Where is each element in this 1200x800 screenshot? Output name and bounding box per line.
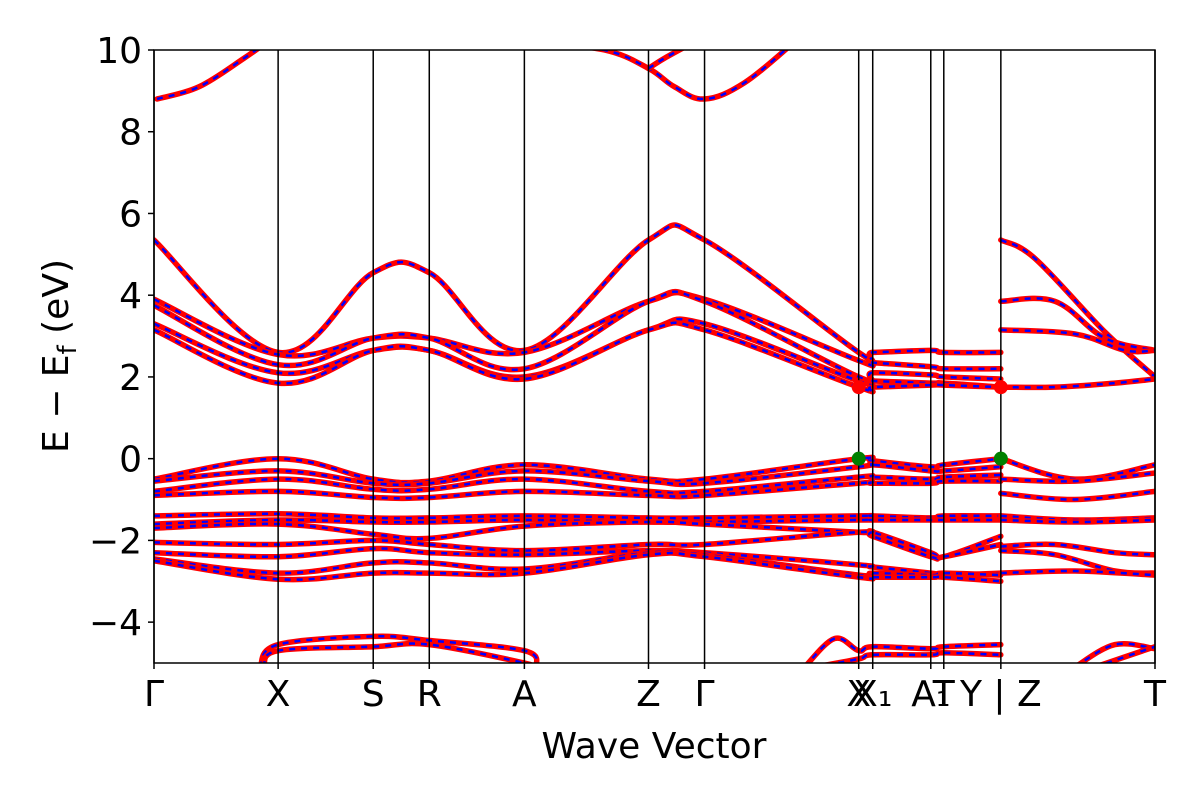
band-line-dashed-17	[597, 50, 788, 101]
band-line-dashed-25	[1000, 328, 1155, 353]
y-axis-ticks: −4 −2 0 2 4 6 8 10	[89, 31, 154, 644]
band-line-dashed-7	[154, 473, 1001, 495]
x-tick-label-12: T	[1143, 674, 1167, 715]
x-tick-label-3: R	[417, 674, 442, 715]
x-tick-label-4: A	[512, 674, 537, 715]
x-tick-label-6: Γ	[695, 674, 715, 715]
band-line-dashed-34	[1000, 569, 1155, 577]
band-line-36	[1098, 643, 1155, 663]
band-line-dashed-22	[830, 651, 1001, 663]
band-line-16	[154, 50, 261, 102]
cbm-marker-1	[993, 380, 1008, 395]
band-line-4	[154, 319, 1004, 395]
y-tick-label-4: 4	[119, 276, 142, 317]
band-line-dashed-12	[154, 530, 1002, 561]
x-tick-label-0: Γ	[144, 674, 164, 715]
cbm-marker-0	[851, 380, 866, 395]
plot-frame	[153, 49, 1156, 664]
x-tick-label-10: T	[932, 674, 956, 715]
y-tick-label-3: 2	[119, 358, 142, 399]
y-tick-label-6: 8	[119, 113, 142, 154]
band-line-dashed-23	[1000, 238, 1155, 378]
band-line-dashed-28	[1000, 471, 1155, 483]
y-tick-label-7: 10	[96, 31, 142, 72]
y-tick-label-1: −2	[89, 521, 142, 562]
band-line-dashed-26	[1000, 377, 1155, 389]
band-line-dashed-2	[154, 290, 1001, 383]
y-tick-label-5: 6	[119, 194, 142, 235]
y-axis-label-main: E − E	[36, 354, 77, 453]
x-tick-label-1: X	[266, 674, 291, 715]
band-line-11	[154, 519, 1004, 561]
band-line-dashed-33	[1000, 549, 1155, 575]
x-tick-label-7: X	[846, 674, 871, 715]
x-tick-label-5: Z	[636, 674, 661, 715]
y-axis-label-sub: f	[53, 344, 83, 354]
band-line-dashed-31	[1000, 518, 1155, 524]
band-lines	[154, 50, 1155, 663]
band-line-dashed-32	[1000, 543, 1155, 556]
x-tick-label-2: S	[362, 674, 385, 715]
band-line-dashed-29	[1000, 490, 1155, 501]
y-tick-label-0: −4	[89, 603, 142, 644]
band-line-dashed-8	[154, 479, 1001, 500]
y-axis-label-unit: (eV)	[36, 259, 77, 345]
band-line-dashed-15	[154, 551, 1001, 583]
vbm-marker-3	[993, 451, 1008, 466]
band-line-dashed-6	[154, 463, 1001, 487]
band-line-dashed-18	[647, 50, 682, 70]
x-axis-label: Wave Vector	[542, 726, 767, 767]
x-tick-label-9: A₁	[911, 674, 950, 715]
x-tick-label-8: X₁	[853, 674, 892, 715]
vbm-marker-2	[851, 451, 866, 466]
band-line-dashed-24	[1000, 297, 1155, 352]
x-tick-label-11: Y | Z	[959, 674, 1042, 715]
y-tick-label-2: 0	[119, 440, 142, 481]
band-edge-markers	[851, 380, 1008, 466]
y-axis-label: E − Ef (eV)	[36, 259, 83, 453]
